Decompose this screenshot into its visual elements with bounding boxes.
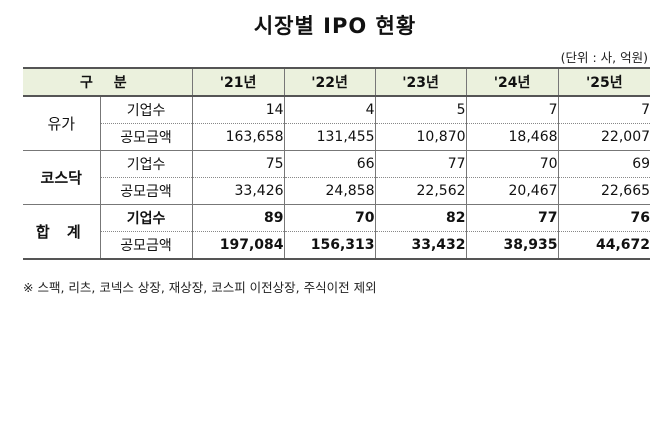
table-cell: 22,665 bbox=[557, 177, 651, 205]
table-cell: 156,313 bbox=[283, 231, 376, 260]
table-cell: 197,084 bbox=[191, 231, 285, 260]
table-cell: 82 bbox=[374, 204, 467, 232]
table-cell: 24,858 bbox=[283, 177, 376, 205]
header-year-2021: '21년 bbox=[191, 67, 285, 97]
row-label: 공모금액 bbox=[99, 231, 193, 260]
table-row: 공모금액 33,426 24,858 22,562 20,467 22,665 bbox=[23, 177, 651, 205]
unit-note: (단위 : 사, 억원) bbox=[560, 50, 648, 65]
table-cell: 163,658 bbox=[191, 123, 285, 151]
table-cell: 7 bbox=[465, 96, 559, 124]
row-label: 기업수 bbox=[99, 150, 193, 178]
table-cell: 33,432 bbox=[374, 231, 467, 260]
row-label: 공모금액 bbox=[99, 177, 193, 205]
table-cell: 22,007 bbox=[557, 123, 651, 151]
table-cell: 22,562 bbox=[374, 177, 467, 205]
group-kospi: 유가 bbox=[23, 96, 100, 151]
table-cell: 38,935 bbox=[465, 231, 559, 260]
table-cell: 77 bbox=[465, 204, 559, 232]
header-year-2025: '25년 bbox=[557, 67, 651, 97]
table-row: 코스닥 기업수 75 66 77 70 69 bbox=[23, 150, 651, 205]
table-cell: 5 bbox=[374, 96, 467, 124]
table-cell: 69 bbox=[557, 150, 651, 178]
footnote: ※ 스팩, 리츠, 코넥스 상장, 재상장, 코스피 이전상장, 주식이전 제외 bbox=[23, 280, 377, 295]
table-cell: 10,870 bbox=[374, 123, 467, 151]
table-cell: 77 bbox=[374, 150, 467, 178]
table-cell: 18,468 bbox=[465, 123, 559, 151]
table-row: 유가 기업수 14 4 5 7 7 bbox=[23, 96, 651, 151]
table-row: 공모금액 197,084 156,313 33,432 38,935 44,67… bbox=[23, 231, 651, 260]
table-cell: 33,426 bbox=[191, 177, 285, 205]
table-cell: 70 bbox=[283, 204, 376, 232]
table-cell: 70 bbox=[465, 150, 559, 178]
table-row: 합 계 기업수 89 70 82 77 76 bbox=[23, 204, 651, 260]
header-year-2022: '22년 bbox=[283, 67, 376, 97]
table-row: 공모금액 163,658 131,455 10,870 18,468 22,00… bbox=[23, 123, 651, 151]
table-cell: 7 bbox=[557, 96, 651, 124]
row-label: 공모금액 bbox=[99, 123, 193, 151]
table-cell: 131,455 bbox=[283, 123, 376, 151]
table-cell: 75 bbox=[191, 150, 285, 178]
table-cell: 20,467 bbox=[465, 177, 559, 205]
table-cell: 14 bbox=[191, 96, 285, 124]
group-total: 합 계 bbox=[23, 204, 100, 260]
header-category: 구 분 bbox=[23, 67, 193, 97]
row-label: 기업수 bbox=[99, 96, 193, 124]
group-kosdaq: 코스닥 bbox=[23, 150, 100, 205]
header-year-2024: '24년 bbox=[465, 67, 559, 97]
header-year-2023: '23년 bbox=[374, 67, 467, 97]
page-title: 시장별 IPO 현황 bbox=[253, 14, 417, 38]
table-cell: 4 bbox=[283, 96, 376, 124]
table-cell: 66 bbox=[283, 150, 376, 178]
table-cell: 89 bbox=[191, 204, 285, 232]
table-cell: 76 bbox=[557, 204, 651, 232]
table-header-row: 구 분 '21년 '22년 '23년 '24년 '25년 bbox=[23, 67, 651, 97]
row-label: 기업수 bbox=[99, 204, 193, 232]
ipo-table: 구 분 '21년 '22년 '23년 '24년 '25년 유가 기업수 14 4… bbox=[23, 67, 651, 260]
table-cell: 44,672 bbox=[557, 231, 651, 260]
